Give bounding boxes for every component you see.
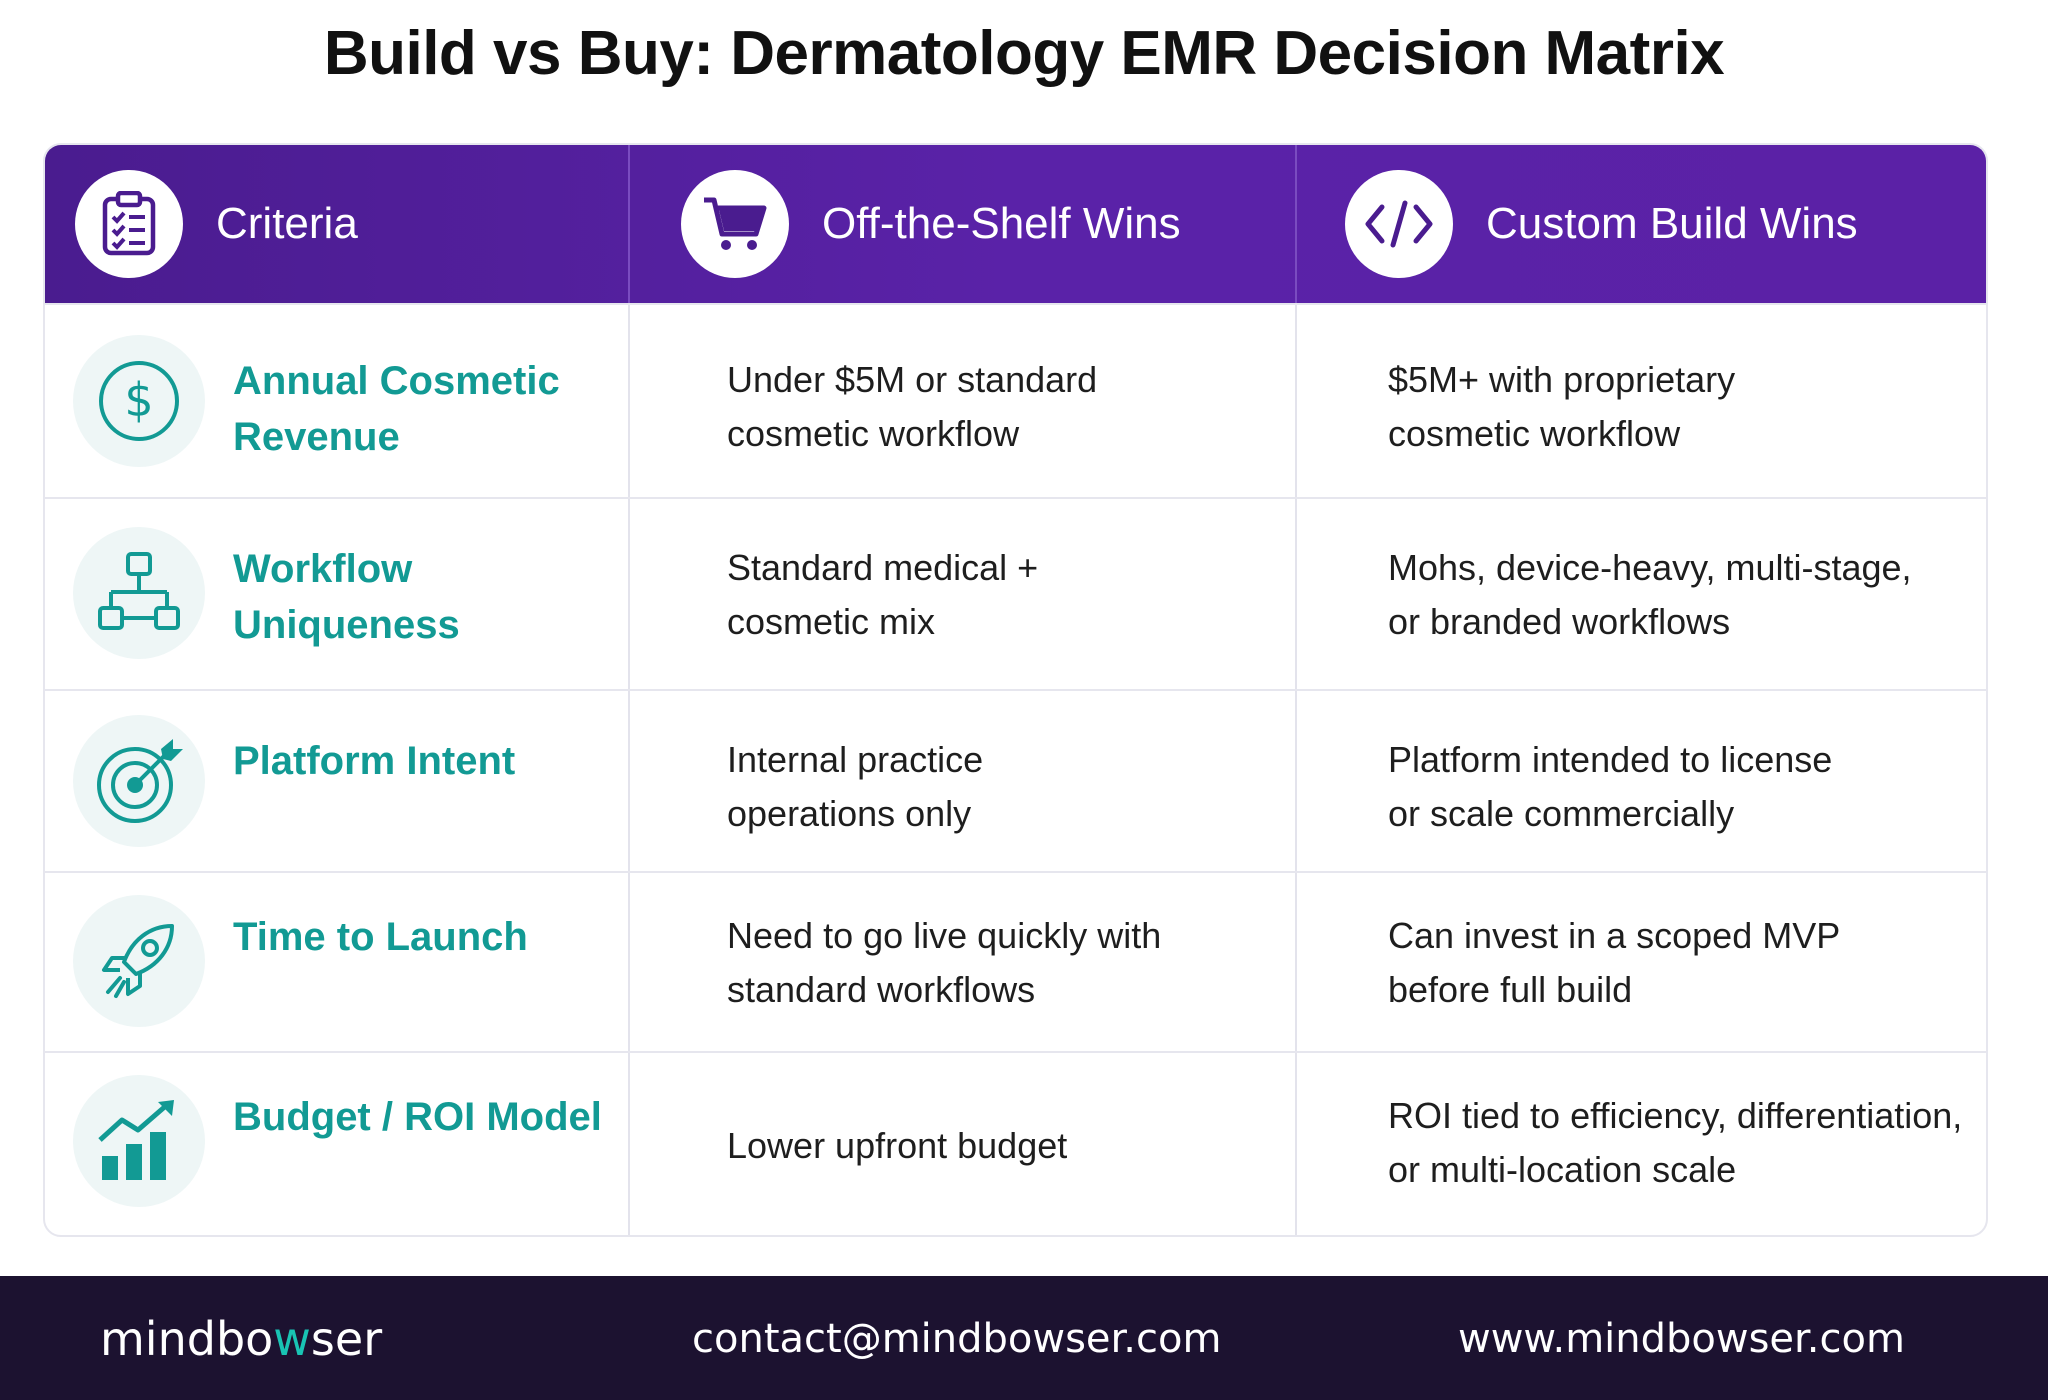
- code-icon: [1345, 170, 1453, 278]
- svg-text:$: $: [124, 373, 153, 427]
- header-criteria: Criteria: [75, 145, 358, 303]
- off-shelf-value: Need to go live quickly with standard wo…: [727, 915, 1162, 1010]
- header-custom: Custom Build Wins: [1345, 145, 1858, 303]
- dollar-icon: $: [73, 335, 205, 467]
- table-row: Time to Launch Need to go live quickly w…: [45, 871, 1986, 1051]
- criteria-label: Budget / ROI Model: [233, 1095, 602, 1139]
- custom-value: Mohs, device-heavy, multi-stage, or bran…: [1388, 547, 1912, 642]
- custom-value: ROI tied to efficiency, differentiation,…: [1388, 1095, 1963, 1190]
- footer: mindbowser contact@mindbowser.com www.mi…: [0, 1276, 2048, 1400]
- table-row: $ Annual Cosmetic Revenue Under $5M or s…: [45, 303, 1986, 497]
- growth-chart-icon: [73, 1075, 205, 1207]
- contact-email[interactable]: contact@mindbowser.com: [692, 1316, 1222, 1362]
- page-title: Build vs Buy: Dermatology EMR Decision M…: [323, 19, 1725, 88]
- off-shelf-value: Lower upfront budget: [727, 1125, 1068, 1166]
- custom-value: Can invest in a scoped MVP before full b…: [1388, 915, 1840, 1010]
- custom-value: $5M+ with proprietary cosmetic workflow: [1388, 359, 1736, 454]
- header-divider: [1295, 145, 1297, 303]
- clipboard-checklist-icon: [75, 170, 183, 278]
- header-criteria-label: Criteria: [216, 199, 358, 248]
- custom-value: Platform intended to license or scale co…: [1388, 739, 1833, 834]
- shopping-cart-icon: [681, 170, 789, 278]
- off-shelf-value: Standard medical + cosmetic mix: [727, 547, 1039, 642]
- criteria-label: Annual Cosmetic Revenue: [233, 359, 560, 459]
- criteria-label: Workflow Uniqueness: [233, 547, 460, 647]
- criteria-label: Platform Intent: [233, 739, 516, 783]
- table-row: Platform Intent Internal practice operat…: [45, 689, 1986, 871]
- table-row: Workflow Uniqueness Standard medical + c…: [45, 497, 1986, 689]
- target-icon: [73, 715, 205, 847]
- header-off-shelf: Off-the-Shelf Wins: [681, 145, 1181, 303]
- table-row: Budget / ROI Model Lower upfront budget …: [45, 1051, 1986, 1235]
- off-shelf-value: Under $5M or standard cosmetic workflow: [727, 359, 1098, 454]
- workflow-hierarchy-icon: [73, 527, 205, 659]
- decision-matrix: Criteria Off-the-Shelf Wins Custom Build…: [43, 143, 1988, 1237]
- header-off-shelf-label: Off-the-Shelf Wins: [822, 199, 1181, 248]
- rocket-icon: [73, 895, 205, 1027]
- brand-logo: mindbowser: [100, 1312, 383, 1366]
- off-shelf-value: Internal practice operations only: [727, 739, 984, 834]
- matrix-header: [45, 145, 1986, 303]
- criteria-label: Time to Launch: [233, 915, 528, 959]
- header-custom-label: Custom Build Wins: [1486, 199, 1858, 248]
- website-link[interactable]: www.mindbowser.com: [1458, 1316, 1905, 1362]
- header-divider: [628, 145, 630, 303]
